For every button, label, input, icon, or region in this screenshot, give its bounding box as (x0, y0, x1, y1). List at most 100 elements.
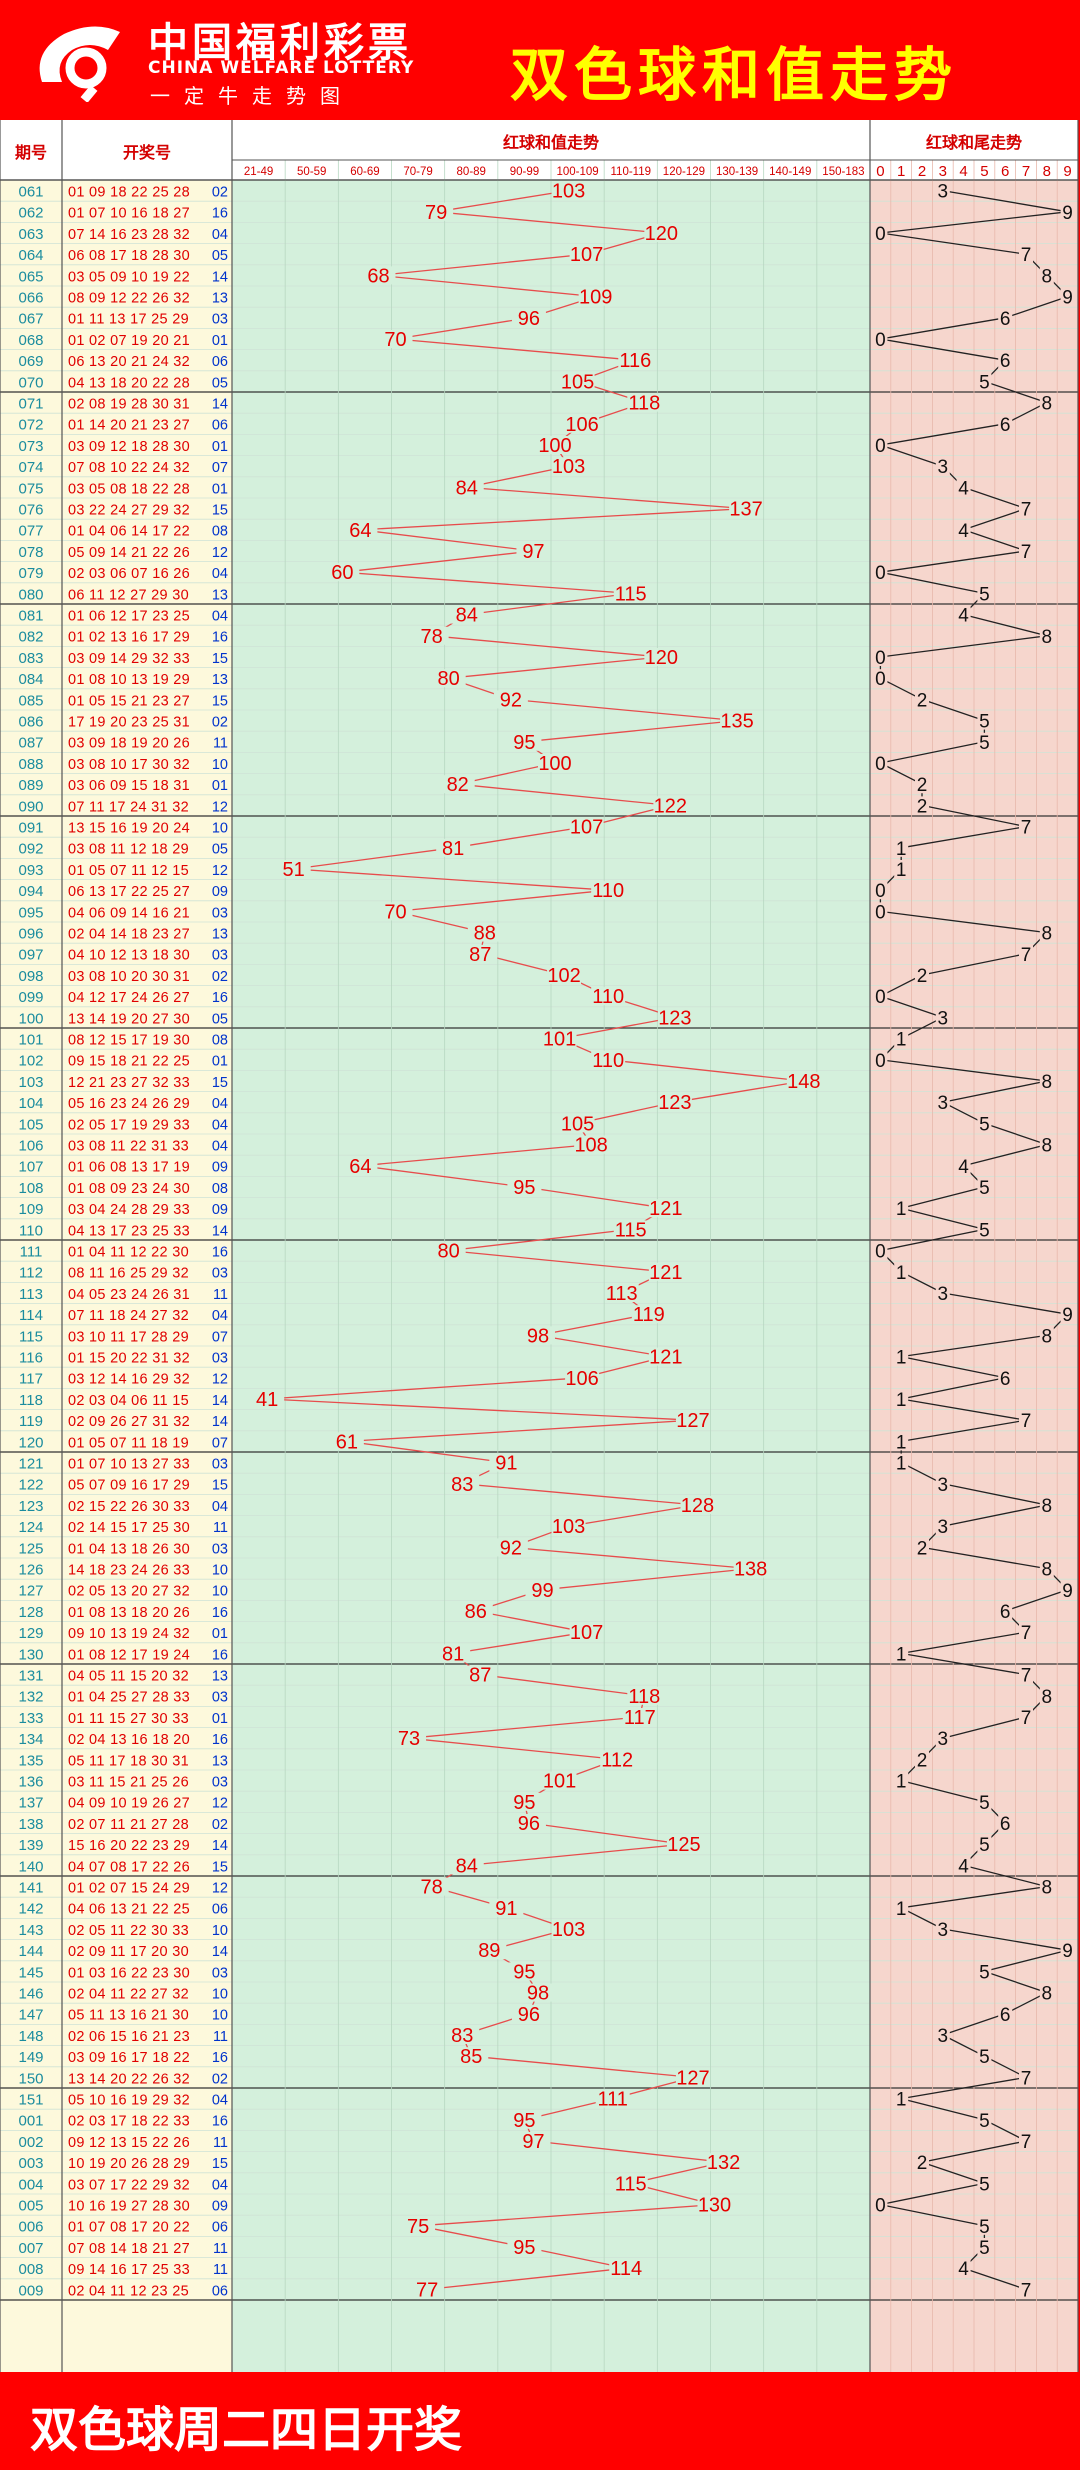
blue-ball: 03 (212, 1541, 228, 1557)
tail-value: 8 (1042, 1136, 1053, 1157)
sum-trend-line (453, 825, 587, 849)
period-number: 114 (19, 1307, 43, 1324)
tail-value-bg (1039, 1559, 1054, 1578)
tail-value-bg (1039, 266, 1054, 285)
red-balls: 06 08 17 18 28 30 (68, 248, 190, 264)
blue-ball: 05 (212, 1011, 228, 1027)
tail-value: 5 (979, 1220, 990, 1241)
period-number: 118 (19, 1392, 43, 1409)
tail-trend-line (942, 1716, 1027, 1739)
sum-value: 96 (518, 308, 540, 330)
red-balls: 10 19 20 26 28 29 (68, 2156, 190, 2172)
blue-ball: 08 (212, 524, 228, 540)
tail-trend-line (963, 613, 1047, 637)
tail-value: 1 (896, 1899, 907, 1920)
tail-trend-line (942, 1292, 1068, 1315)
red-balls: 05 16 23 24 26 29 (68, 1096, 190, 1112)
tail-value: 3 (938, 1729, 949, 1750)
sum-value: 128 (681, 1495, 714, 1517)
tail-value: 5 (979, 1178, 990, 1199)
tail-value-bg (873, 563, 888, 582)
blue-ball: 16 (212, 1647, 228, 1663)
sum-trend-line (542, 1567, 751, 1591)
period-number: 003 (18, 2155, 43, 2172)
period-number: 106 (18, 1138, 43, 1155)
tail-trend-line (880, 317, 1006, 340)
tail-trend-line (901, 1779, 985, 1803)
period-number: 076 (18, 502, 43, 519)
tail-bin-label: 7 (1022, 163, 1030, 180)
red-balls: 04 13 17 23 25 33 (68, 1223, 190, 1239)
sum-trend-line (608, 1059, 804, 1082)
tail-value-bg (1039, 1877, 1054, 1896)
red-balls: 01 04 25 27 28 33 (68, 1690, 190, 1706)
period-number: 087 (18, 735, 43, 752)
sum-value-bg (507, 1792, 542, 1811)
tail-value: 3 (938, 457, 949, 478)
tail-value: 0 (875, 987, 886, 1008)
sum-value: 81 (442, 1643, 464, 1665)
tail-value: 2 (917, 796, 928, 817)
tail-trend-line (942, 1080, 1047, 1103)
period-number: 140 (18, 1858, 43, 1875)
red-balls: 01 02 07 19 20 21 (68, 333, 190, 349)
sum-trend-line (360, 529, 534, 552)
period-number: 080 (18, 586, 43, 603)
sum-section-header: 红球和值走势 (503, 133, 599, 152)
sum-value: 148 (787, 1071, 820, 1093)
period-number: 115 (19, 1328, 43, 1345)
red-balls: 01 07 08 17 20 22 (68, 2220, 190, 2236)
tail-value: 8 (1042, 924, 1053, 945)
sum-value: 99 (531, 1580, 553, 1602)
tail-value-bg (977, 1114, 992, 1133)
red-balls: 01 04 06 14 17 22 (68, 524, 190, 540)
tail-value-bg (873, 330, 888, 348)
tail-value: 2 (917, 775, 928, 796)
tail-value: 4 (958, 478, 969, 499)
red-balls: 03 12 14 16 29 32 (68, 1372, 190, 1388)
tail-value: 3 (938, 1284, 949, 1305)
period-number: 119 (19, 1413, 43, 1430)
tail-trend-line (901, 1885, 1047, 1909)
tail-value: 9 (1062, 288, 1073, 309)
tail-value-bg (873, 2195, 888, 2214)
period-number: 084 (18, 671, 43, 688)
period-number: 064 (18, 247, 43, 264)
sum-value-bg (733, 1559, 768, 1578)
red-balls: 02 05 17 19 29 33 (68, 1117, 190, 1133)
sum-value-bg (622, 1708, 657, 1726)
blue-ball: 04 (212, 566, 228, 582)
period-number: 112 (19, 1265, 43, 1282)
sum-value: 110 (592, 1050, 624, 1072)
tail-trend-line (880, 995, 944, 1019)
tail-value-bg (998, 414, 1013, 433)
tail-value-bg (1019, 944, 1033, 963)
sum-value-bg (631, 1305, 666, 1324)
period-number: 148 (18, 2028, 43, 2045)
sum-value: 125 (667, 1834, 700, 1856)
blue-ball: 03 (212, 1775, 228, 1791)
blue-ball: 15 (212, 1859, 228, 1875)
sum-value-bg (463, 944, 498, 963)
blue-ball: 04 (212, 609, 228, 625)
sum-trend-line (346, 1440, 507, 1464)
tail-value-bg (1039, 1326, 1054, 1345)
tail-trend-line (921, 698, 985, 722)
blue-ball: 16 (212, 2050, 228, 2066)
sum-value-bg (472, 1941, 507, 1960)
tail-trend-line (942, 1928, 1068, 1951)
tail-value-bg (1019, 817, 1033, 836)
tail-value: 8 (1042, 1326, 1053, 1347)
red-balls: 13 15 16 19 20 24 (68, 821, 190, 837)
blue-ball: 09 (212, 884, 228, 900)
sum-value: 84 (456, 1855, 478, 1877)
tail-value-bg (894, 1432, 909, 1451)
tail-value: 7 (1021, 1666, 1032, 1687)
tail-value-bg (1019, 2068, 1033, 2087)
red-balls: 01 04 11 12 22 30 (68, 1245, 189, 1261)
sum-trend-line (293, 868, 609, 891)
tail-value: 7 (1021, 542, 1032, 563)
sum-value: 81 (442, 838, 464, 860)
sum-value-bg (516, 2132, 551, 2150)
